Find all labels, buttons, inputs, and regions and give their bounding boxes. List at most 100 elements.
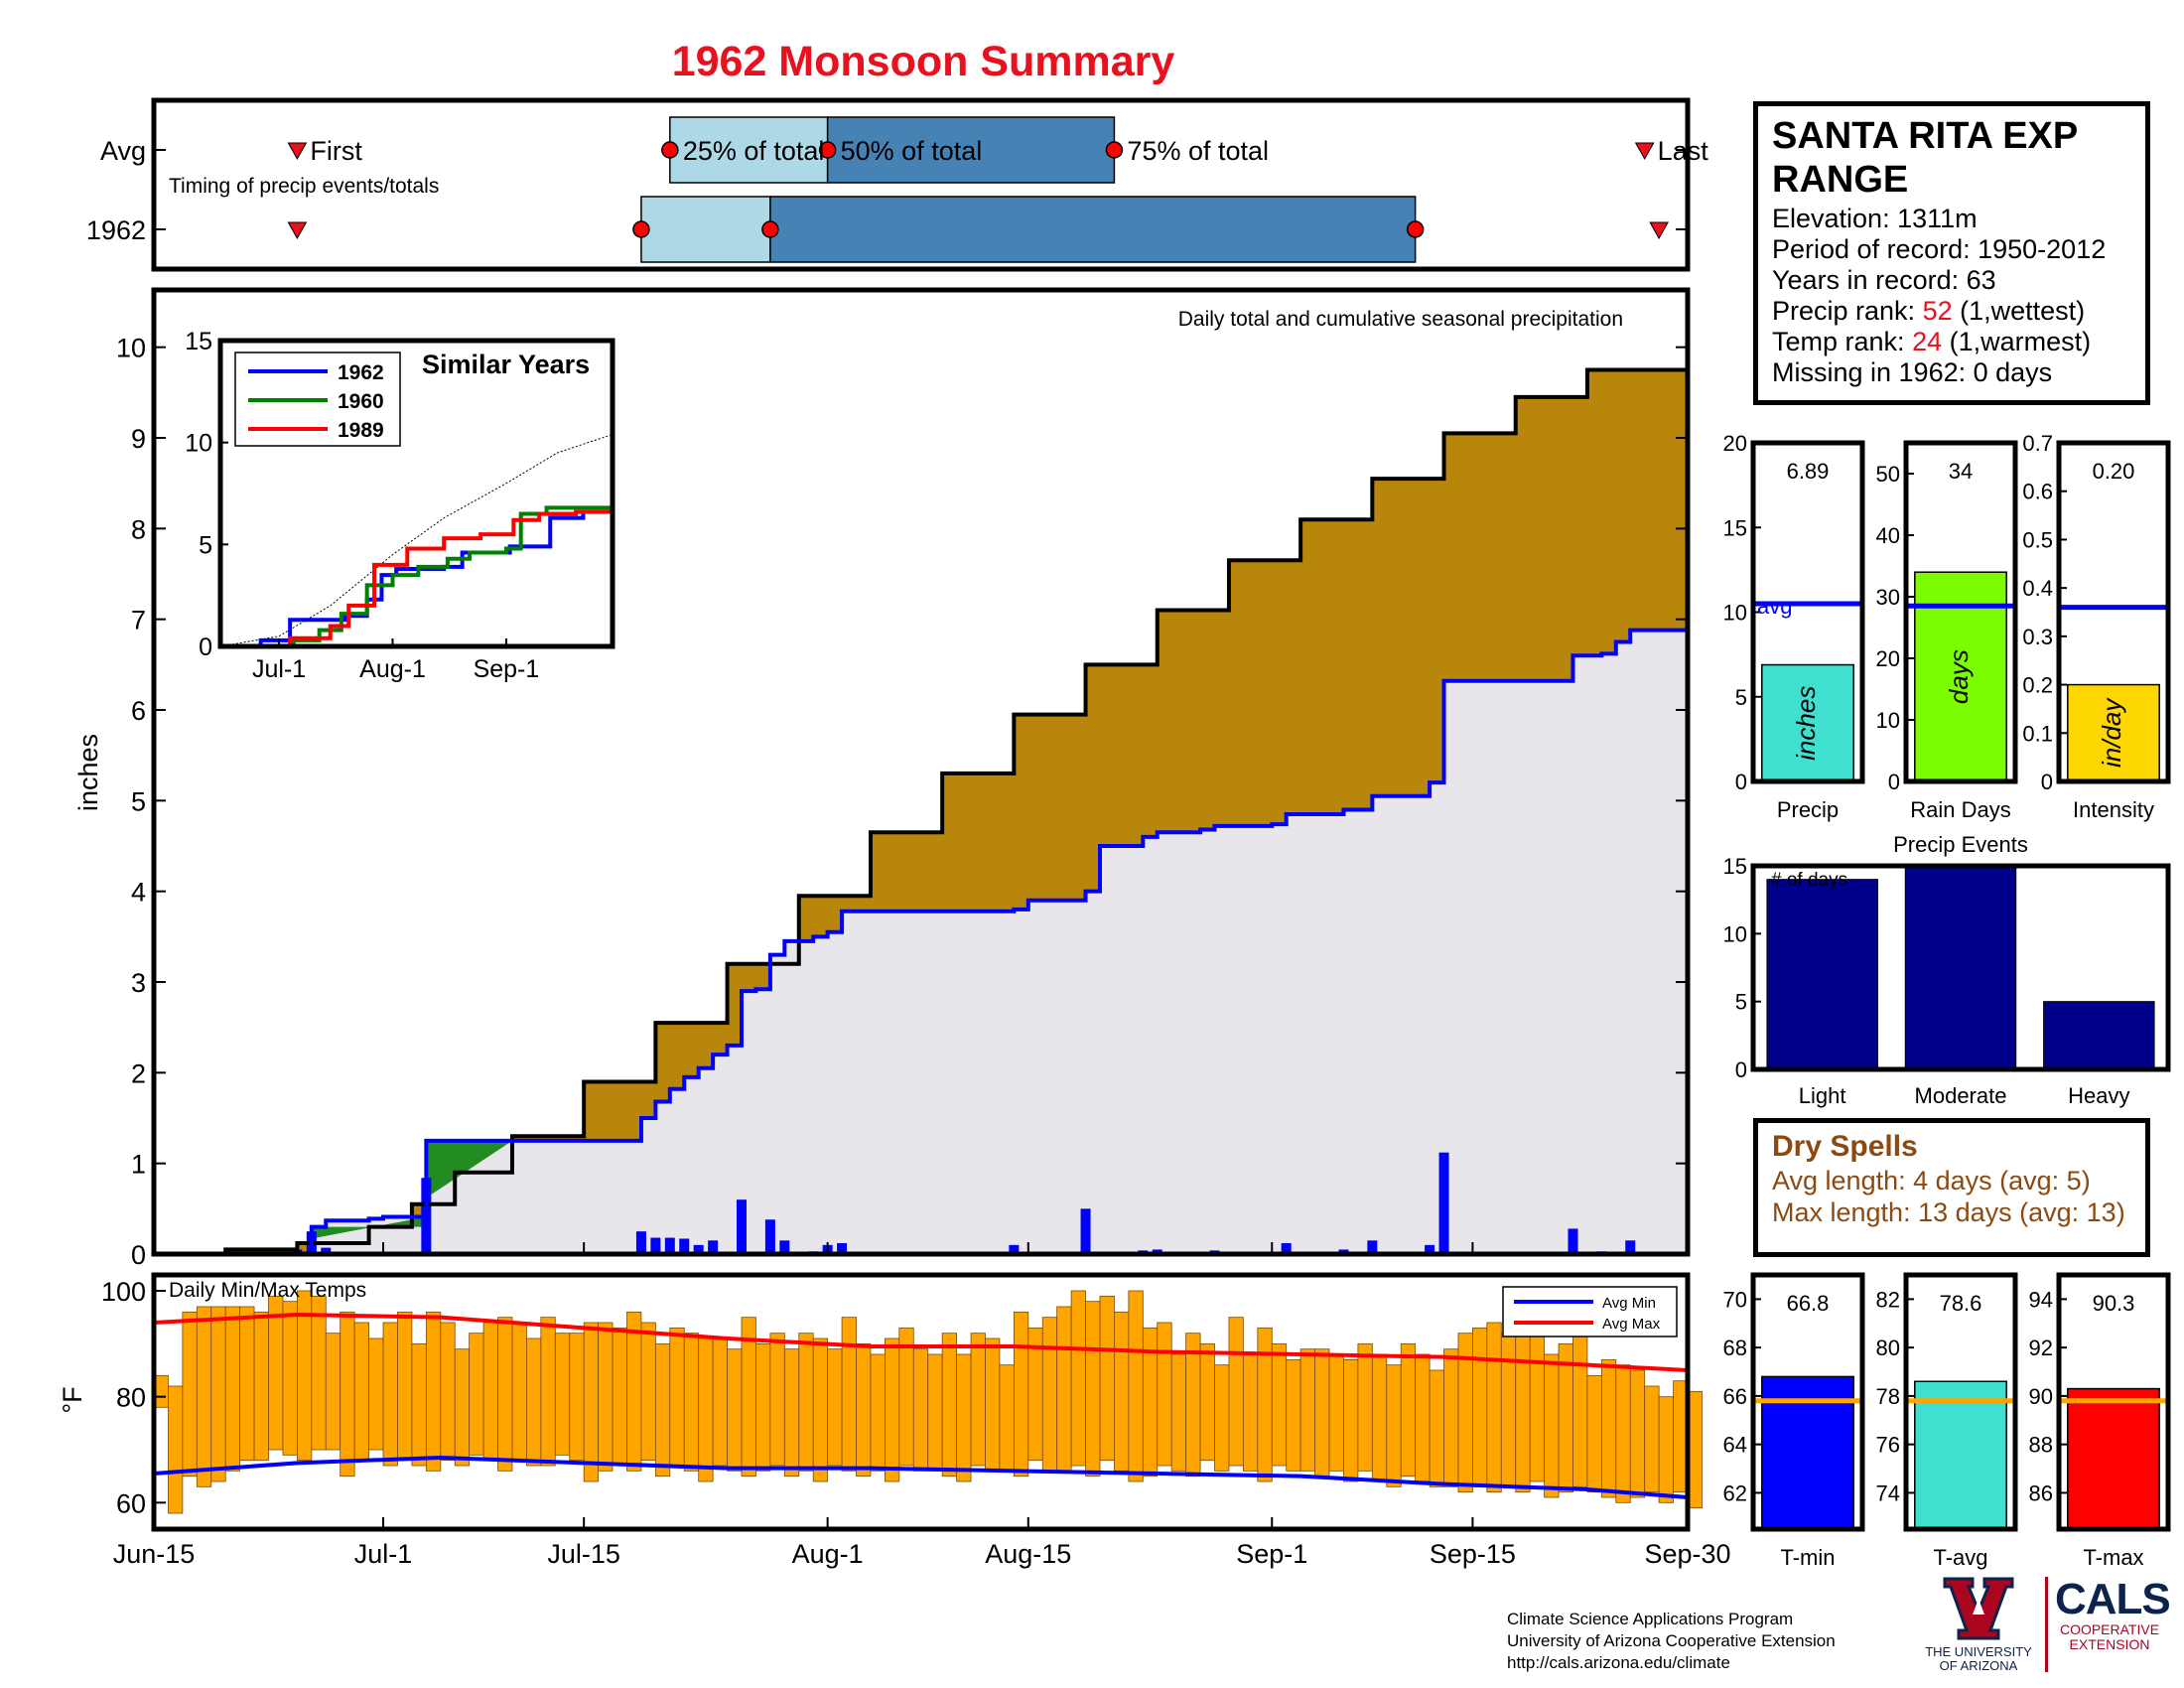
timing-dot-1962-p75 xyxy=(1406,220,1425,238)
similar-years-legend-label-1989: 1989 xyxy=(338,419,384,442)
cumulative-excess-area xyxy=(426,1140,512,1198)
temp-range-bar xyxy=(440,1322,456,1462)
precip_total-bar xyxy=(1761,663,1854,782)
similar-years-xtick-label: Aug-1 xyxy=(359,655,426,683)
precip-events-bar-light xyxy=(1766,879,1878,1070)
timing-label-first: First xyxy=(310,136,362,166)
tavg-frame xyxy=(1903,1272,2018,1532)
timing-dot-Avg-p25 xyxy=(661,141,679,159)
timing-bar-Avg-q2 xyxy=(826,116,1116,184)
tmin-frame xyxy=(1750,1272,1865,1532)
similar-years-line-1962 xyxy=(220,505,614,648)
temp-range-bar xyxy=(425,1311,442,1472)
temp-range-bar xyxy=(454,1348,471,1467)
credits-url[interactable]: http://cals.arizona.edu/climate xyxy=(1507,1653,1730,1672)
temp-range-bar xyxy=(683,1333,700,1472)
timing-dot-Avg-p50 xyxy=(818,141,837,159)
daily-precip-bar xyxy=(321,1247,332,1254)
precip-rank-note: (1,wettest) xyxy=(1952,296,2086,326)
temp-ytick-label: 100 xyxy=(101,1277,146,1307)
precip_total-ytick-label: 20 xyxy=(1723,431,1747,456)
tmin-ytick-label: 66 xyxy=(1723,1384,1747,1409)
cals-logo-line1: COOPERATIVE xyxy=(2059,1621,2160,1637)
temp-range-bar xyxy=(1615,1364,1631,1503)
daily-precip-bar xyxy=(1438,1152,1449,1254)
temp-xtick-label: Sep-15 xyxy=(1430,1539,1516,1569)
temp-range-bar xyxy=(1472,1327,1488,1487)
temp-range-bar xyxy=(368,1337,384,1451)
daily-precip-bar xyxy=(1009,1244,1020,1254)
precip-events-frame xyxy=(1750,863,2171,1072)
temp-range-bar xyxy=(1386,1364,1402,1487)
cumulative-ylabel: inches xyxy=(73,734,103,811)
temp-range-bar xyxy=(1658,1396,1674,1503)
tavg-bar xyxy=(1914,1380,2007,1530)
temp-range-bar xyxy=(1586,1374,1602,1493)
temp-range-bar xyxy=(1371,1353,1388,1482)
temp-range-bar xyxy=(985,1337,1001,1472)
temp-range-bar xyxy=(583,1322,600,1482)
timing-dot-1962-p50 xyxy=(761,220,779,238)
temp-range-bar xyxy=(1486,1322,1502,1493)
temp-range-bar xyxy=(1041,1317,1058,1472)
station-info-panel: SANTA RITA EXP RANGE Elevation: 1311m Pe… xyxy=(1753,101,2150,405)
cumulative-ytick-label: 4 xyxy=(131,878,146,908)
temp-range-bar xyxy=(182,1311,198,1477)
timing-marker-Avg-last xyxy=(1634,142,1655,161)
precip-rank-label: Precip rank: xyxy=(1772,296,1923,326)
precip-events-bar-moderate xyxy=(1904,865,2017,1070)
temp-range-bar xyxy=(1357,1342,1373,1472)
temp-range-bar xyxy=(353,1322,369,1462)
temp-range-bar xyxy=(885,1337,900,1482)
precip-events-bar-heavy xyxy=(2043,1001,2155,1070)
credits-program: Climate Science Applications Program xyxy=(1507,1610,1794,1628)
tmax-frame xyxy=(2056,1272,2171,1532)
rain_days-ytick-label: 0 xyxy=(1888,770,1900,794)
temp-range-bar xyxy=(626,1311,642,1472)
precip-events-category-label: Light xyxy=(1799,1083,1846,1108)
tavg-ytick-label: 74 xyxy=(1876,1480,1900,1505)
cumulative-excess-area-early xyxy=(311,1216,427,1239)
precip-events-ytick-label: 5 xyxy=(1735,990,1747,1015)
intensity-ytick-label: 0.1 xyxy=(2022,721,2053,746)
rain_days-category-label: Rain Days xyxy=(1910,797,2010,822)
temp-range-bar xyxy=(397,1311,413,1462)
university-logo: THE UNIVERSITY OF ARIZONA xyxy=(1924,1577,2033,1673)
dry-spells-panel: Dry Spells Avg length: 4 days (avg: 5) M… xyxy=(1753,1118,2150,1257)
rain_days-unit-label: days xyxy=(1944,649,1974,704)
intensity-ytick-label: 0.4 xyxy=(2022,576,2053,601)
temp-ylabel: °F xyxy=(58,1386,87,1413)
temp-range-bar xyxy=(1056,1306,1072,1472)
tmin-category-label: T-min xyxy=(1781,1545,1836,1570)
daily-precip-bar xyxy=(1080,1208,1091,1254)
temp-range-bar xyxy=(827,1348,843,1467)
daily-precip-bar xyxy=(737,1199,748,1254)
precip_total-unit-label: inches xyxy=(1791,686,1821,761)
temp-range-bar xyxy=(870,1353,886,1472)
temp-range-bar xyxy=(1185,1333,1201,1477)
timing-frame xyxy=(151,97,1691,272)
temp-range-bar xyxy=(311,1295,327,1451)
temp-range-bar xyxy=(1400,1342,1417,1477)
tavg-ytick-label: 76 xyxy=(1876,1433,1900,1458)
station-elevation: Elevation: 1311m xyxy=(1772,204,1978,233)
precip-events-title: Precip Events xyxy=(1893,832,2028,857)
tmin-value-label: 66.8 xyxy=(1787,1291,1830,1316)
temp-range-bar xyxy=(569,1333,585,1462)
rain_days-frame xyxy=(1903,440,2018,784)
temp-range-bar xyxy=(1299,1348,1315,1472)
tmin-ytick-label: 70 xyxy=(1723,1287,1747,1312)
precip_total-avg-label: avg xyxy=(1757,594,1792,619)
temp-range-bar xyxy=(912,1348,929,1472)
daily-precip-bar xyxy=(779,1240,790,1254)
similar-years-title: Similar Years xyxy=(422,350,590,379)
precip_total-category-label: Precip xyxy=(1777,797,1839,822)
temp-avg-min-line xyxy=(153,1455,1689,1499)
similar-years-legend-label-1960: 1960 xyxy=(338,390,384,413)
university-logo-line2: OF ARIZONA xyxy=(1939,1658,2018,1673)
temp-range-bar xyxy=(1629,1369,1646,1498)
temp-range-bar xyxy=(497,1317,513,1472)
temp-range-bar xyxy=(956,1353,972,1482)
timing-dot-Avg-p75 xyxy=(1105,141,1124,159)
missing-days: Missing in 1962: 0 days xyxy=(1772,357,2053,387)
